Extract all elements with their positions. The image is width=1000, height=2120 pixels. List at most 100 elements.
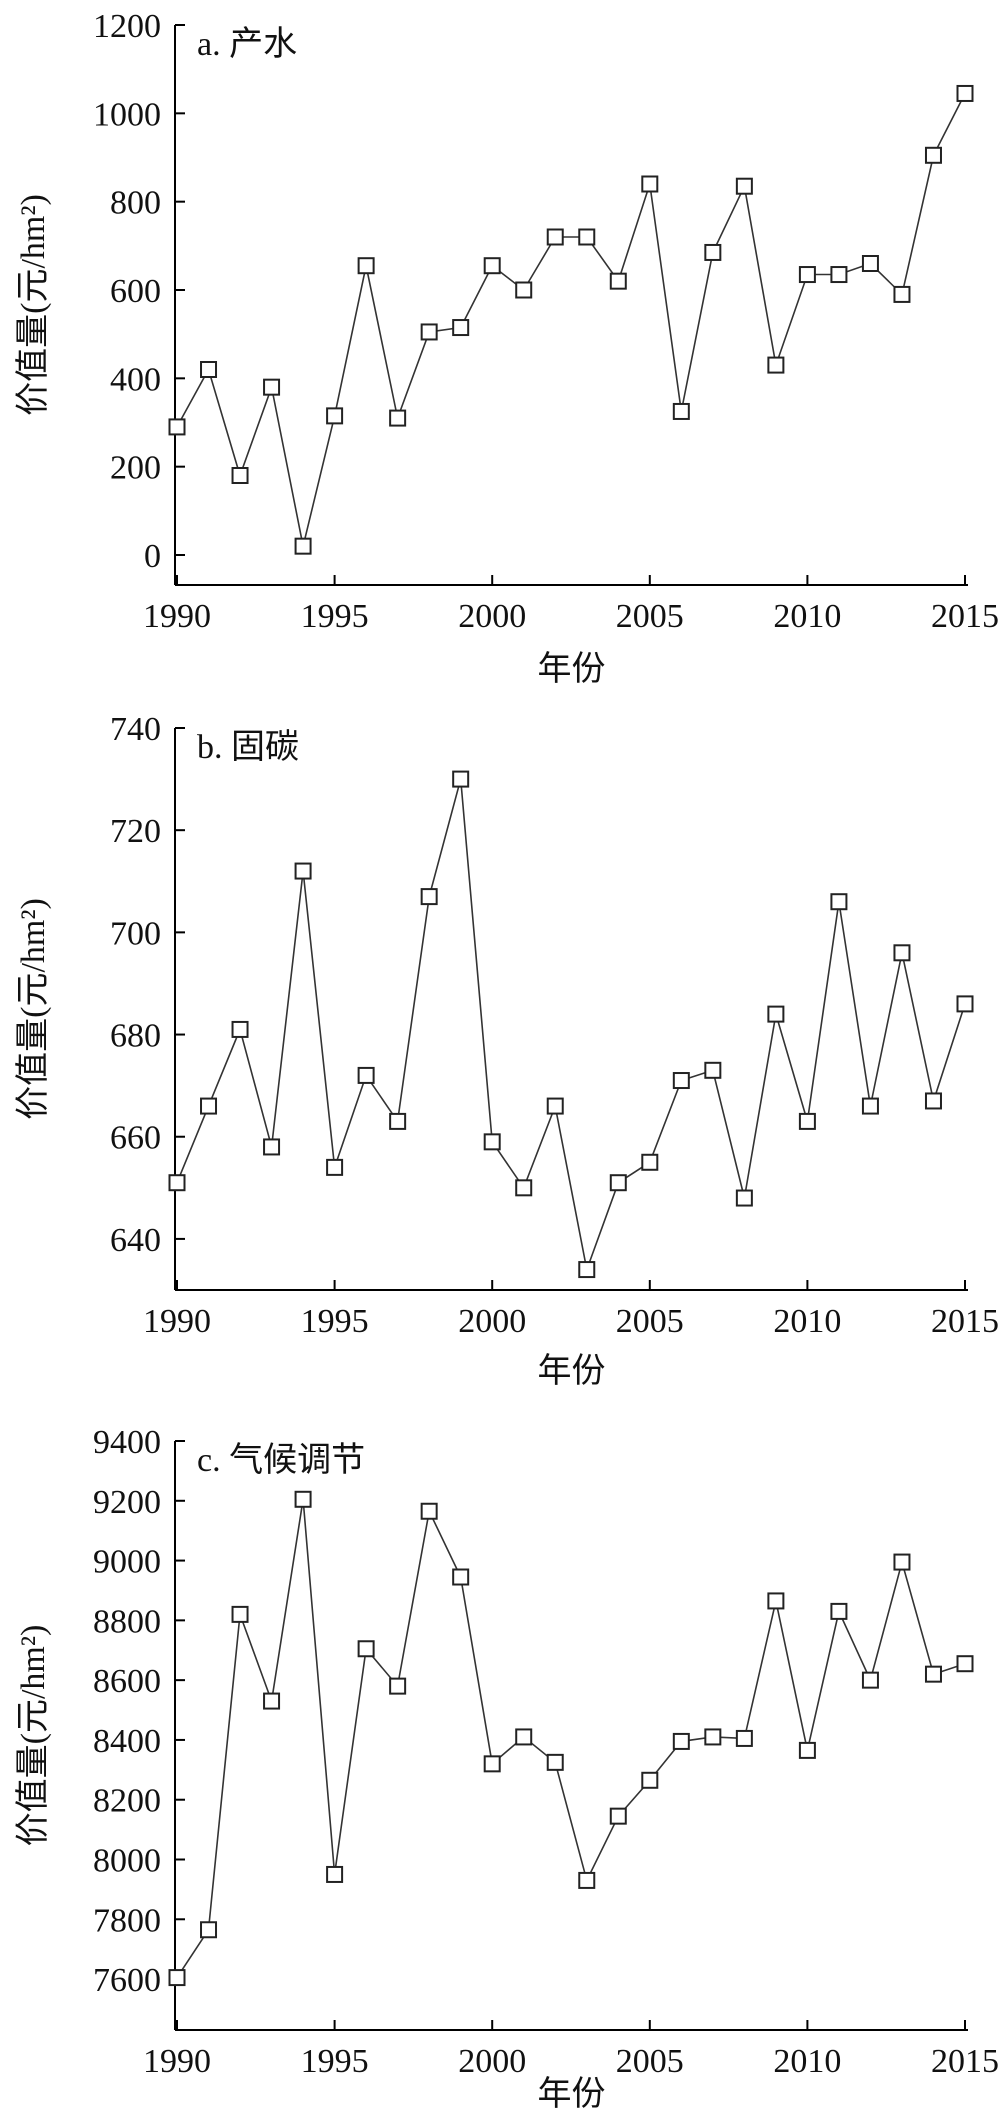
x-tick-label: 1990 — [143, 2043, 211, 2080]
data-point — [956, 995, 974, 1013]
y-tick-label: 800 — [110, 185, 161, 222]
data-point — [641, 175, 659, 193]
data-point — [168, 1969, 186, 1987]
x-axis-label: 年份 — [538, 650, 606, 688]
data-point — [231, 1605, 249, 1623]
y-tick-label: 680 — [110, 1018, 161, 1055]
data-point — [609, 272, 627, 290]
y-tick-label: 700 — [110, 915, 161, 952]
data-point — [767, 1005, 785, 1023]
data-point — [357, 257, 375, 275]
y-tick-label: 8000 — [93, 1843, 161, 1880]
data-point — [798, 1112, 816, 1130]
data-point — [452, 1568, 470, 1586]
data-point — [326, 1865, 344, 1883]
data-point — [735, 177, 753, 195]
data-point — [546, 1753, 564, 1771]
series-line — [176, 93, 966, 547]
data-point — [326, 407, 344, 425]
data-point — [893, 1553, 911, 1571]
data-point — [924, 146, 942, 164]
y-tick-label: 200 — [110, 450, 161, 487]
data-point — [735, 1189, 753, 1207]
data-point — [420, 323, 438, 341]
data-point — [893, 944, 911, 962]
data-point — [546, 1097, 564, 1115]
data-point — [168, 1174, 186, 1192]
data-point — [798, 266, 816, 284]
data-point — [641, 1771, 659, 1789]
x-tick-label: 1995 — [301, 598, 369, 635]
data-point — [420, 888, 438, 906]
y-tick-label: 7800 — [93, 1902, 161, 1939]
data-point — [452, 319, 470, 337]
data-point — [861, 255, 879, 272]
chart-title: a. 产水 — [197, 25, 297, 63]
y-tick-label: 9000 — [93, 1544, 161, 1581]
data-point — [704, 243, 722, 261]
data-point — [830, 266, 848, 284]
x-tick-label: 2015 — [931, 1303, 999, 1340]
y-tick-label: 8800 — [93, 1603, 161, 1640]
data-point — [357, 1640, 375, 1658]
y-tick-label: 8600 — [93, 1663, 161, 1700]
x-tick-label: 2000 — [458, 2043, 526, 2080]
data-point — [735, 1729, 753, 1747]
data-point — [578, 1871, 596, 1889]
x-tick-label: 1995 — [301, 1303, 369, 1340]
data-point — [389, 1112, 407, 1130]
x-tick-label: 1990 — [143, 598, 211, 635]
data-point — [168, 418, 186, 436]
x-axis-label: 年份 — [538, 1352, 606, 1390]
data-point — [389, 409, 407, 427]
data-point — [294, 537, 312, 555]
data-point — [924, 1092, 942, 1110]
data-point — [452, 770, 470, 788]
y-tick-label: 740 — [110, 711, 161, 748]
y-axis-label: 价值量(元/hm²) — [14, 194, 52, 416]
x-tick-label: 2015 — [931, 2043, 999, 2080]
y-tick-label: 1200 — [93, 8, 161, 45]
series-line — [176, 778, 966, 1273]
data-point — [861, 1097, 879, 1115]
y-tick-label: 600 — [110, 273, 161, 310]
y-tick-label: 400 — [110, 361, 161, 398]
data-point — [798, 1741, 816, 1759]
data-point — [830, 1602, 848, 1620]
y-axis-label: 价值量(元/hm²) — [14, 898, 52, 1120]
data-point — [200, 361, 218, 378]
data-point — [672, 1732, 690, 1750]
data-point — [200, 1921, 218, 1939]
data-point — [704, 1728, 722, 1746]
data-point — [263, 1138, 281, 1156]
y-tick-label: 720 — [110, 813, 161, 850]
data-point — [483, 1133, 501, 1151]
x-tick-label: 2000 — [458, 598, 526, 635]
y-tick-label: 1000 — [93, 96, 161, 133]
x-tick-label: 2015 — [931, 598, 999, 635]
x-tick-label: 2010 — [773, 1303, 841, 1340]
x-tick-label: 2005 — [616, 2043, 684, 2080]
data-point — [704, 1061, 722, 1079]
y-axis-label: 价值量(元/hm²) — [14, 1625, 52, 1847]
chart-title: b. 固碳 — [197, 728, 299, 766]
x-tick-label: 2010 — [773, 2043, 841, 2080]
data-point — [893, 285, 911, 303]
data-point — [924, 1665, 942, 1683]
data-point — [357, 1066, 375, 1084]
chart-title: c. 气候调节 — [197, 1441, 365, 1479]
data-point — [609, 1174, 627, 1192]
data-point — [578, 1261, 596, 1279]
data-point — [672, 402, 690, 420]
x-axis-label: 年份 — [538, 2075, 606, 2113]
data-point — [641, 1153, 659, 1171]
data-point — [515, 1179, 533, 1197]
data-point — [231, 1020, 249, 1038]
data-point — [861, 1671, 879, 1689]
x-tick-label: 1990 — [143, 1303, 211, 1340]
y-tick-label: 660 — [110, 1120, 161, 1157]
data-point — [672, 1072, 690, 1090]
y-tick-label: 8200 — [93, 1783, 161, 1820]
data-point — [767, 1592, 785, 1610]
